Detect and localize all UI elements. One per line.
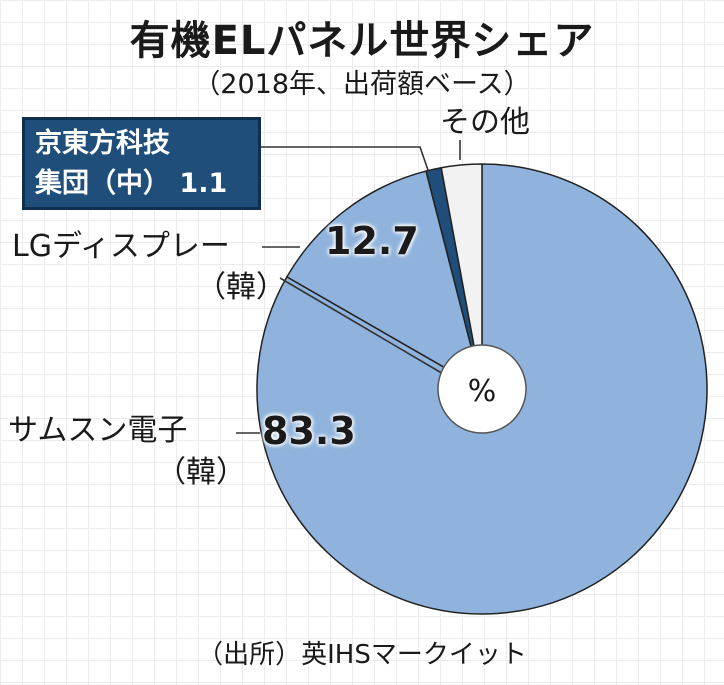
lg-label: LGディスプレー bbox=[12, 229, 230, 264]
lg-value: 12.7 bbox=[325, 219, 419, 263]
samsung-label: サムスン電子 bbox=[8, 413, 188, 448]
other-label: その他 bbox=[440, 105, 530, 140]
chart-subtitle: （2018年、出荷額ベース） bbox=[193, 69, 531, 100]
boe-callout: 京東方科技 集団（中） 1.1 bbox=[22, 117, 261, 210]
center-hole bbox=[437, 344, 527, 434]
boe-value: 1.1 bbox=[179, 168, 228, 199]
samsung-value: 83.3 bbox=[262, 409, 356, 453]
chart-title: 有機ELパネル世界シェア bbox=[129, 18, 595, 64]
leader-line-lg-diagonal bbox=[279, 277, 446, 376]
center-unit-label: % bbox=[468, 374, 497, 409]
leader-line-boe bbox=[260, 146, 429, 171]
boe-sub-row: 集団（中） 1.1 bbox=[35, 164, 248, 204]
source-note: （出所）英IHSマークイット bbox=[197, 640, 527, 670]
lg-sub-label: （韓） bbox=[196, 270, 286, 305]
slice-other bbox=[440, 163, 483, 390]
boe-sub-label: 集団（中） bbox=[35, 168, 170, 199]
slice-lg bbox=[286, 170, 483, 390]
boe-label: 京東方科技 bbox=[35, 128, 170, 159]
samsung-sub-label: （韓） bbox=[156, 455, 246, 490]
